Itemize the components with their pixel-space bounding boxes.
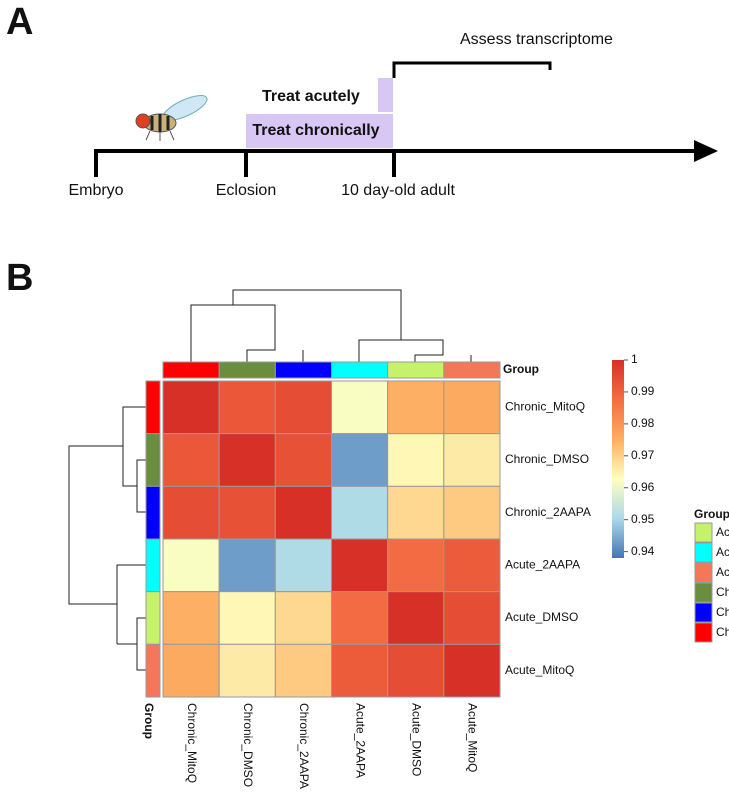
legend-swatch [694, 582, 713, 603]
heatmap-cell [274, 380, 333, 435]
row-label: Acute_DMSO [505, 610, 578, 624]
fly-icon [135, 95, 208, 141]
row-label: Acute_MitoQ [505, 663, 574, 677]
heatmap-cell [218, 380, 276, 435]
heatmap-cell [443, 380, 501, 435]
stage-label: Eclosion [216, 182, 276, 199]
heatmap-cell [218, 591, 276, 645]
heatmap-cell [331, 538, 389, 593]
row-group [145, 538, 161, 593]
legend-swatch [694, 602, 713, 623]
column-label: Chronic_DMSO [241, 703, 255, 787]
legend-swatch [694, 542, 713, 563]
heatmap-cell [443, 485, 501, 540]
heatmap-cell [331, 485, 389, 540]
stage-label: 10 day-old adult [341, 182, 455, 199]
row-group [145, 591, 161, 645]
row-label: Acute_2AAPA [505, 558, 580, 572]
heatmap-cell [387, 643, 445, 698]
colorbar [612, 360, 624, 558]
heatmap-cell [218, 643, 276, 698]
heatmap-cell [443, 433, 501, 487]
panel-label: A [6, 1, 33, 43]
column-label: Acute_MitoQ [466, 703, 480, 772]
heatmap-cell [162, 433, 220, 487]
stage-label: Embryo [68, 182, 123, 199]
row-group [145, 433, 161, 487]
heatmap-cell [443, 591, 501, 645]
colorbar-tick-label: 0.94 [631, 544, 655, 558]
heatmap-cell [443, 538, 501, 593]
row-label: Chronic_MitoQ [505, 400, 585, 414]
heatmap-cell [331, 380, 389, 435]
column-group [443, 361, 501, 379]
legend-label: Chron [716, 585, 729, 599]
row-group [145, 643, 161, 698]
heatmap-cell [274, 485, 333, 540]
legend-label: Acute_ [716, 545, 729, 559]
chronic-label: Treat chronically [252, 122, 379, 139]
row-label: Chronic_DMSO [505, 452, 589, 466]
heatmap-cell [274, 643, 333, 698]
column-label: Acute_DMSO [410, 703, 424, 776]
colorbar-tick-label: 0.96 [631, 480, 655, 494]
legend-swatch [694, 562, 713, 583]
legend-swatch [694, 622, 713, 643]
legend-swatch [694, 522, 713, 543]
heatmap-cell [387, 380, 445, 435]
heatmap-cell [162, 380, 220, 435]
heatmap-cell [162, 643, 220, 698]
row-group [145, 485, 161, 540]
column-label: Acute_2AAPA [353, 703, 367, 778]
row-group [145, 380, 161, 435]
heatmap-cell [162, 591, 220, 645]
timeline-arrow [694, 140, 718, 162]
colorbar-tick-label: 0.97 [631, 448, 655, 462]
heatmap-cell [218, 485, 276, 540]
acute-treatment-bar [378, 78, 393, 112]
column-group [162, 361, 220, 379]
heatmap-cell [331, 591, 389, 645]
column-group [387, 361, 445, 379]
heatmap-cell [331, 433, 389, 487]
legend-label: Acute_ [716, 525, 729, 539]
legend-label: Chron [716, 625, 729, 639]
assess-label: Assess transcriptome [460, 31, 613, 48]
colorbar-tick-label: 1 [631, 352, 638, 366]
heatmap-cell [387, 538, 445, 593]
row-label: Chronic_2AAPA [505, 505, 591, 519]
legend-title: Group [694, 507, 729, 521]
chronic-treatment-bar [246, 114, 393, 148]
heatmap-cell [218, 538, 276, 593]
column-group [331, 361, 389, 379]
legend-label: Acute_ [716, 565, 729, 579]
annotation-title: Group [142, 703, 156, 739]
heatmap-cell [331, 643, 389, 698]
annotation-title: Group [503, 362, 539, 376]
colorbar-tick-label: 0.98 [631, 416, 655, 430]
heatmap-cell [218, 433, 276, 487]
heatmap-cell [387, 591, 445, 645]
heatmap-cell [162, 538, 220, 593]
heatmap-cell [387, 485, 445, 540]
legend-label: Chron [716, 605, 729, 619]
column-label: Chronic_MitoQ [185, 703, 199, 783]
column-dendrogram [190, 289, 472, 362]
heatmap-cell [443, 643, 501, 698]
acute-label: Treat acutely [262, 88, 360, 105]
heatmap-cell [274, 591, 333, 645]
assess-bracket [392, 61, 552, 78]
heatmap-cell [274, 538, 333, 593]
column-group [218, 361, 276, 379]
colorbar-tick-label: 0.99 [631, 384, 655, 398]
colorbar-tick-label: 0.95 [631, 512, 655, 526]
heatmap-cell [274, 433, 333, 487]
column-label: Chronic_2AAPA [297, 703, 311, 789]
column-group [274, 361, 333, 379]
row-dendrogram [68, 406, 146, 671]
panel-label: B [6, 257, 33, 299]
heatmap-cell [387, 433, 445, 487]
heatmap-cell [162, 485, 220, 540]
